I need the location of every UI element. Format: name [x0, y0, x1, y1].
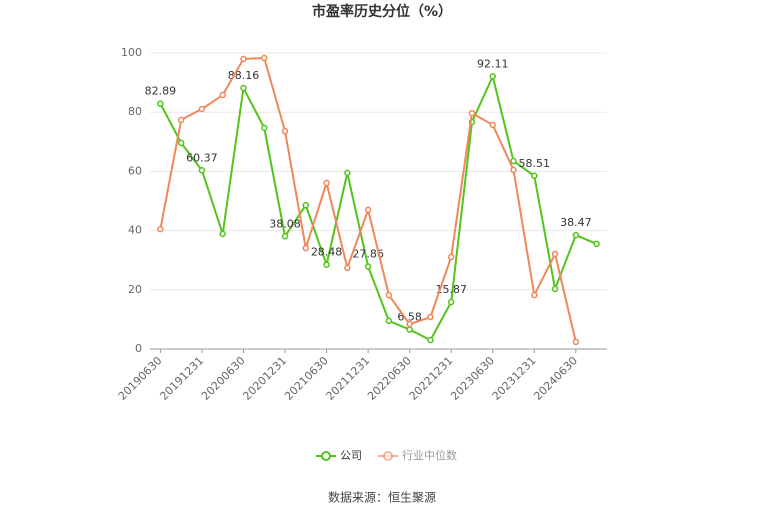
data-label: 88.16	[228, 69, 260, 82]
point	[240, 84, 247, 92]
point	[323, 179, 330, 187]
legend-marker	[383, 451, 393, 461]
point	[344, 264, 351, 272]
point	[489, 73, 496, 80]
x-tick-label: 20190630	[116, 354, 165, 403]
y-tick-label: 80	[128, 105, 142, 118]
point	[177, 139, 185, 147]
point	[427, 313, 434, 321]
point	[406, 326, 413, 333]
point	[531, 172, 538, 180]
point	[157, 225, 164, 233]
x-tick-label: 20211231	[324, 354, 373, 403]
series-line	[159, 73, 598, 342]
data-label: 38.08	[269, 217, 301, 230]
point	[551, 285, 559, 293]
point	[198, 105, 206, 113]
point	[261, 54, 268, 62]
data-label: 38.47	[560, 216, 592, 229]
point	[447, 253, 455, 261]
y-tick-label: 20	[128, 283, 142, 296]
point	[219, 91, 226, 99]
data-label: 82.89	[145, 85, 177, 98]
point	[406, 320, 413, 328]
source: 数据来源：恒生聚源	[328, 490, 436, 505]
point	[302, 244, 310, 252]
point	[593, 240, 600, 248]
x-tick-label: 20191231	[157, 354, 206, 403]
x-tick-label: 20240630	[531, 354, 580, 403]
point	[468, 109, 476, 117]
point	[302, 201, 310, 209]
x-tick-label: 20200630	[199, 354, 248, 403]
x-tick-label: 20210630	[282, 354, 331, 403]
point	[240, 55, 247, 63]
x-tick-label: 20201231	[240, 354, 289, 403]
data-label: 58.51	[519, 157, 551, 170]
point	[177, 116, 185, 124]
legend-marker	[321, 451, 331, 461]
point	[364, 263, 372, 270]
point	[489, 121, 496, 129]
point	[385, 317, 393, 325]
point	[344, 169, 351, 177]
point	[198, 167, 206, 174]
y-tick-label: 100	[121, 46, 142, 59]
data-label: 28.48	[311, 246, 343, 259]
legend-label: 行业中位数	[402, 448, 457, 462]
point	[219, 230, 226, 238]
point	[323, 261, 330, 268]
point	[157, 100, 164, 107]
series-line	[159, 56, 577, 343]
point	[385, 291, 393, 299]
point	[281, 233, 289, 240]
legend-label: 公司	[340, 449, 362, 462]
data-label: 92.11	[477, 57, 509, 70]
point	[427, 336, 434, 344]
y-tick-label: 0	[135, 342, 142, 355]
point	[261, 124, 268, 132]
point	[531, 291, 538, 299]
data-label: 15.87	[435, 283, 467, 296]
point	[510, 157, 517, 165]
data-label: 27.86	[352, 248, 384, 261]
point	[551, 250, 559, 258]
x-tick-label: 20231231	[490, 354, 539, 403]
data-label: 60.37	[186, 151, 218, 164]
chart-title: 市盈率历史分位（%）	[312, 3, 452, 20]
x-tick-label: 20230630	[448, 354, 497, 403]
y-tick-label: 40	[128, 224, 142, 237]
y-tick-label: 60	[128, 164, 142, 177]
point	[364, 206, 372, 214]
point	[447, 298, 455, 306]
point	[572, 231, 580, 239]
data-label: 6.58	[397, 311, 422, 324]
point	[572, 338, 580, 346]
x-tick-label: 20220630	[365, 354, 414, 403]
x-tick-label: 20221231	[407, 354, 456, 403]
point	[281, 127, 289, 135]
point	[510, 166, 517, 174]
